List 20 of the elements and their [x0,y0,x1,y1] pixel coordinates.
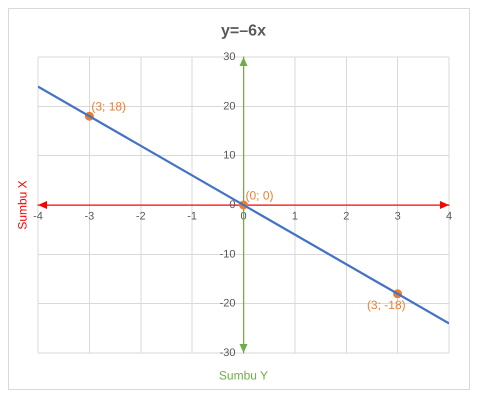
y-axis-title: Sumbu X [15,180,30,230]
y-tick-label: -10 [220,248,236,260]
data-label: (3; 18) [91,100,126,114]
x-tick-label: 3 [394,210,401,223]
x-tick-label: -1 [187,210,198,223]
x-tick-label: -2 [136,210,146,223]
x-tick-label: -4 [33,210,43,223]
y-tick-label: 20 [223,100,236,112]
data-label: (3; -18) [366,298,406,312]
y-tick-label: -30 [220,347,236,360]
x-axis-title: Sumbu Y [218,368,268,382]
x-tick-label: 4 [446,210,452,223]
y-tick-label: 10 [223,150,236,162]
data-label: (0; 0) [246,188,274,202]
x-tick-label: 1 [292,210,298,223]
x-tick-label: -3 [84,210,94,223]
chart-title: y=–6x [221,22,266,40]
y-tick-label: -20 [220,298,236,310]
y-tick-label: 30 [223,51,236,64]
x-tick-label: 2 [343,210,350,223]
